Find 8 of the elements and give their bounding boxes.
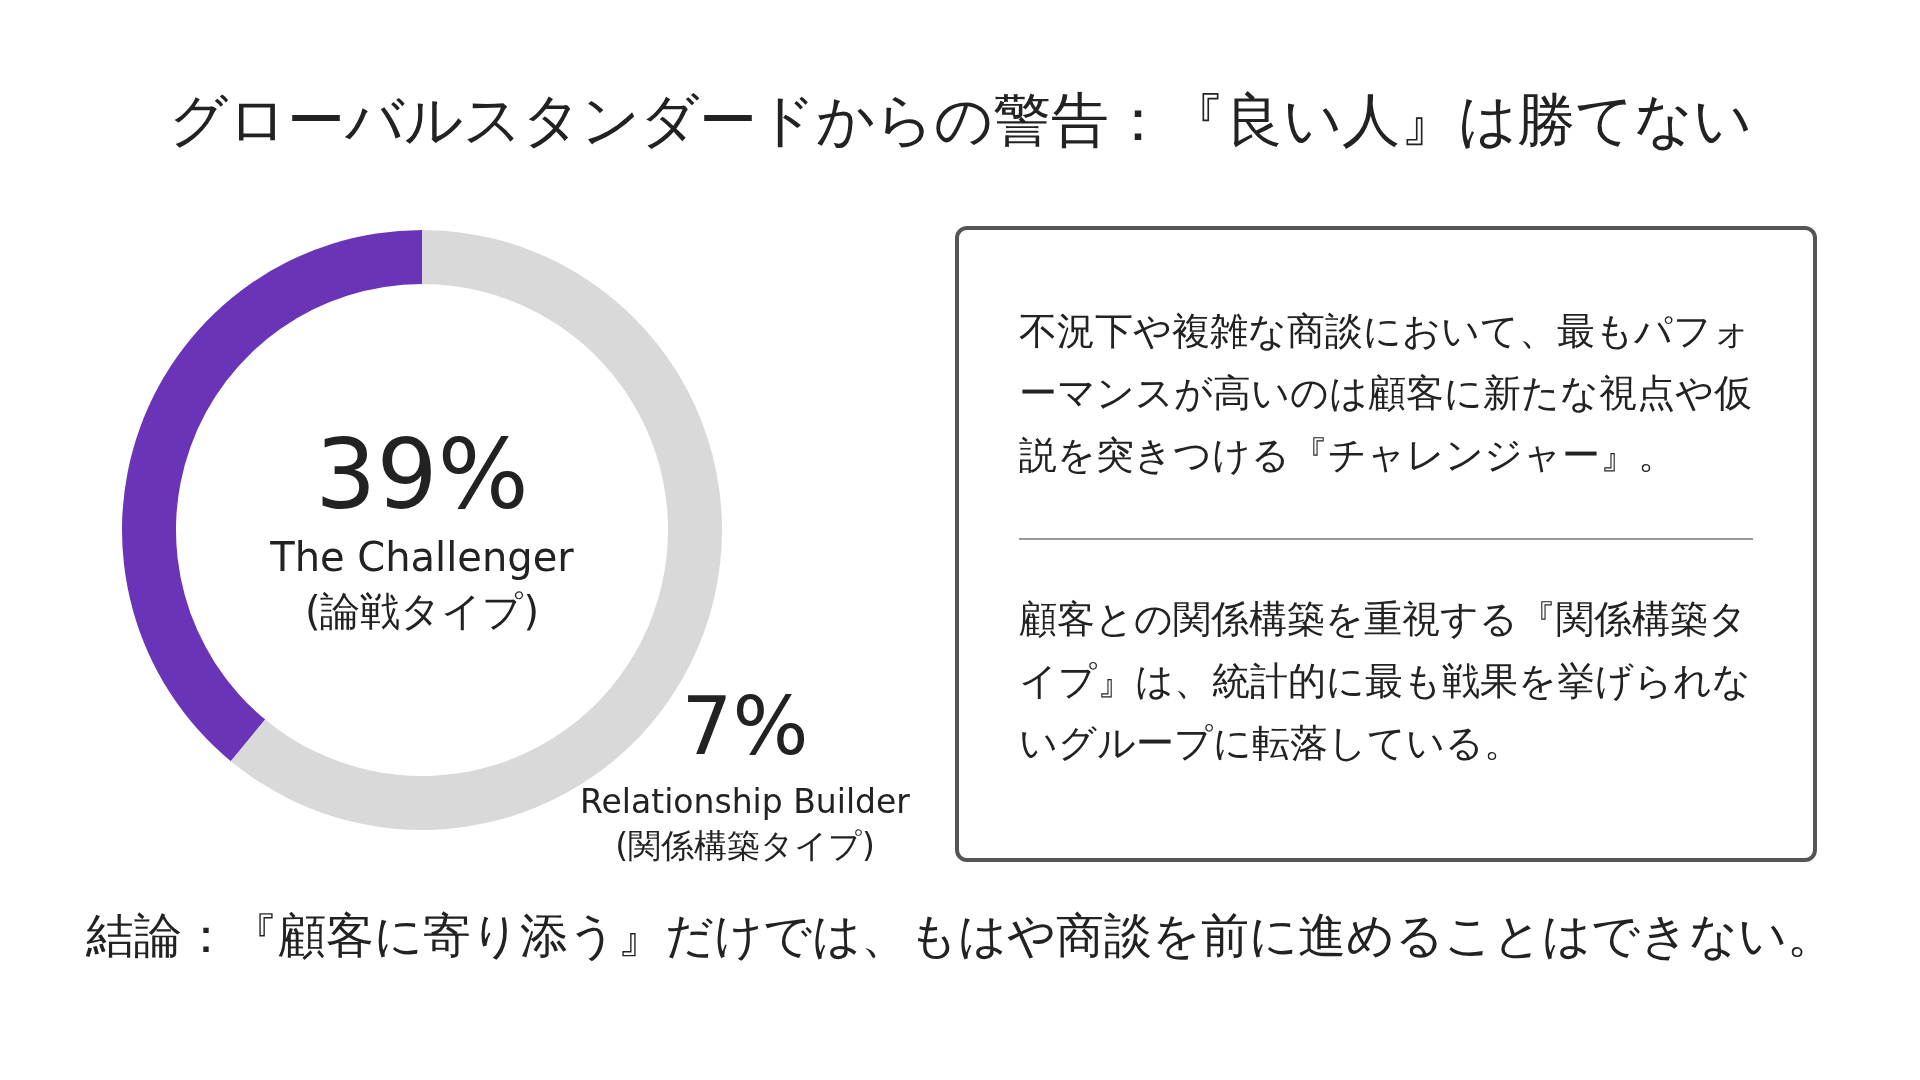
text: 7%	[680, 680, 810, 773]
slice-label: The Challenger (論戦タイプ)	[269, 533, 575, 636]
text: 顧客との関係構築を重視する『関係構築タイプ』は、統計的に最も戦果を挙げられないグループに転落している。	[1019, 596, 1752, 767]
text: Relationship Builder (関係構築タイプ)	[579, 781, 911, 867]
text: 結論：『顧客に寄り添う』だけでは、もはや商談を前に進めることはできない。	[84, 906, 1836, 965]
data-label: 39%	[314, 419, 530, 531]
text: 不況下や複雑な商談において、最もパフォーマンスが高いのは顧客に新たな視点や仮説を突きつける『チャレンジャー』。	[1019, 308, 1753, 479]
text: グローバルスタンダードからの警告：『良い人』は勝てない	[167, 85, 1753, 156]
